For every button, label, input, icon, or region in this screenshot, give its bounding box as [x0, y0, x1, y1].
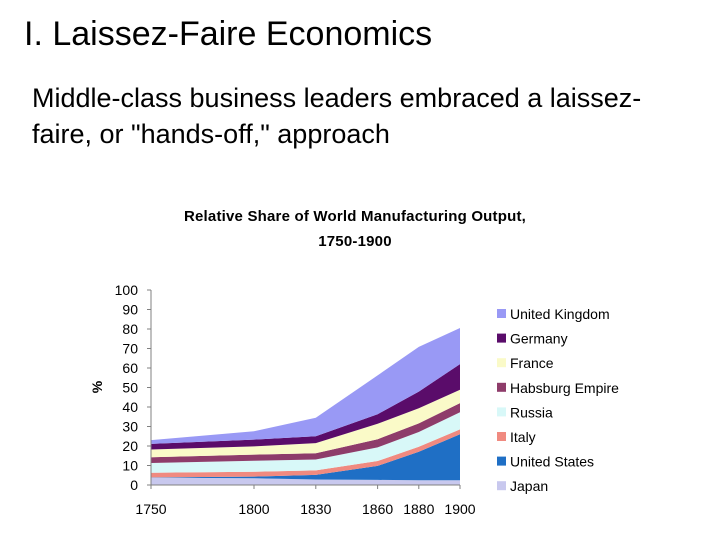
y-tick-label: 60: [122, 360, 138, 376]
area-series-habsburg-empire: [151, 403, 460, 463]
x-tick-label: 1860: [362, 501, 393, 517]
chart-title: Relative Share of World Manufacturing Ou…: [110, 204, 600, 254]
y-tick-label: 100: [115, 282, 139, 298]
slide-subtitle: Middle-class business leaders embraced a…: [32, 83, 642, 149]
chart-title-line-1: Relative Share of World Manufacturing Ou…: [183, 208, 527, 225]
legend-swatch-france: [497, 358, 506, 368]
area-series-united-states: [151, 434, 460, 481]
y-tick-label: 0: [130, 477, 138, 493]
legend-label-habsburg-empire: Habsburg Empire: [510, 380, 619, 396]
slide-title: I. Laissez-Faire Economics: [24, 15, 433, 53]
legend-label-russia: Russia: [510, 404, 553, 420]
legend-label-italy: Italy: [510, 429, 536, 445]
y-tick-label: 10: [122, 458, 138, 474]
x-tick-label: 1750: [135, 501, 166, 517]
legend-label-united-states: United States: [510, 454, 594, 470]
y-tick-label: 50: [122, 380, 138, 396]
x-tick-label: 1830: [300, 501, 331, 517]
legend-label-germany: Germany: [510, 331, 568, 347]
legend-swatch-united-states: [497, 456, 506, 466]
legend-swatch-russia: [497, 407, 506, 417]
y-tick-label: 20: [122, 438, 138, 454]
area-series-germany: [151, 364, 460, 450]
legend-swatch-germany: [497, 333, 506, 343]
area-series-italy: [151, 429, 460, 478]
legend-swatch-italy: [497, 432, 506, 441]
chart-title-line-2: 1750-1900: [318, 233, 392, 250]
area-series-united-kingdom: [151, 328, 460, 444]
area-series-russia: [151, 412, 460, 473]
legend-swatch-united-kingdom: [497, 309, 506, 318]
x-tick-label: 1800: [238, 501, 269, 517]
legend-label-france: France: [510, 355, 554, 371]
x-tick-label: 1900: [444, 501, 475, 517]
y-axis-label: %: [89, 380, 105, 393]
y-tick-label: 70: [122, 341, 138, 357]
area-series-france: [151, 389, 460, 458]
y-tick-label: 30: [122, 419, 138, 435]
y-tick-label: 80: [122, 321, 138, 337]
legend-swatch-japan: [497, 481, 506, 491]
y-tick-label: 40: [122, 399, 138, 415]
legend-swatch-habsburg-empire: [497, 382, 506, 392]
x-tick-label: 1880: [403, 501, 434, 517]
area-series-japan: [151, 477, 460, 485]
legend-label-united-kingdom: United Kingdom: [510, 306, 610, 322]
legend-label-japan: Japan: [510, 478, 548, 494]
y-tick-label: 90: [122, 302, 138, 318]
